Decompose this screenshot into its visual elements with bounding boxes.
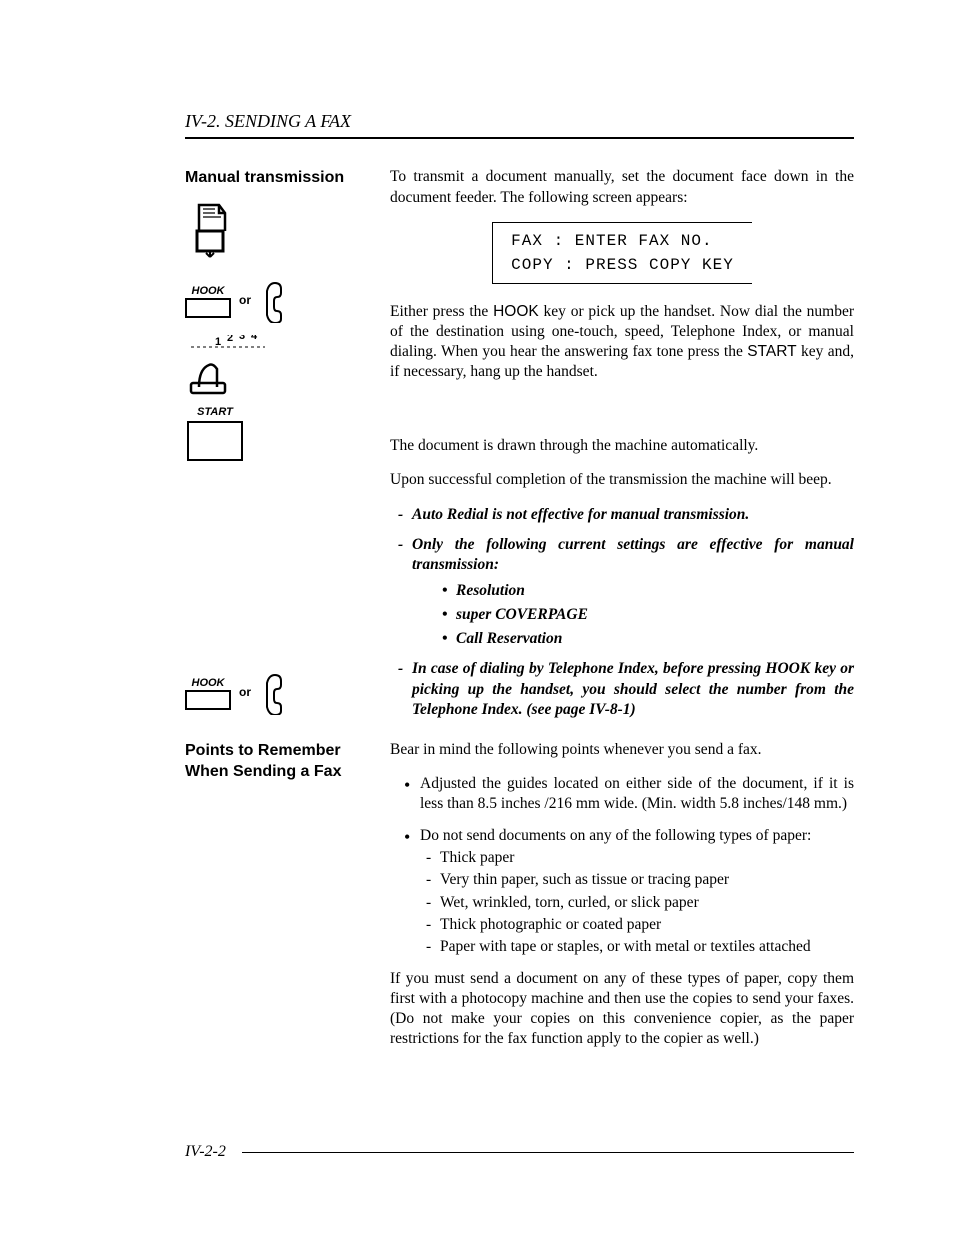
hook-label: HOOK [185,284,231,298]
point-paper-types: Do not send documents on any of the foll… [404,826,854,957]
paragraph-beep: Upon successful completion of the transm… [390,470,854,490]
intro-paragraph: To transmit a document manually, set the… [390,167,854,207]
paper-tape: Paper with tape or staples, or with meta… [426,937,854,957]
paper-thick: Thick paper [426,848,854,868]
paragraph-hook-start: Either press the HOOK key or pick up the… [390,302,854,383]
hook-keyname: HOOK [493,303,539,320]
notes-list: Auto Redial is not effective for manual … [390,505,854,720]
note-telephone-index: In case of dialing by Telephone Index, b… [398,659,854,719]
start-keyname: START [747,343,796,360]
svg-text:3: 3 [239,335,245,342]
paper-photo: Thick photographic or coated paper [426,915,854,935]
lcd-line1: FAX : ENTER FAX NO. [511,229,734,253]
section-points-remember: Points to Remember When Sending a Fax Be… [185,740,854,1064]
lcd-line2: COPY : PRESS COPY KEY [511,253,734,277]
handset-icon [259,279,287,323]
svg-text:4: 4 [251,335,258,342]
page-footer: IV-2-2 [185,1142,854,1163]
paper-wet: Wet, wrinkled, torn, curled, or slick pa… [426,893,854,913]
section-title-manual: Manual transmission [185,167,360,189]
note-auto-redial: Auto Redial is not effective for manual … [398,505,854,525]
point-guides: Adjusted the guides located on either si… [404,774,854,814]
footer-rule [242,1152,854,1153]
page-number: IV-2-2 [185,1142,226,1163]
section-manual-transmission: Manual transmission HOOK or [185,167,854,729]
hook-or-handset-row: HOOK or [185,279,360,323]
note-sub-resolution: Resolution [442,581,854,601]
paper-thin: Very thin paper, such as tissue or traci… [426,870,854,890]
points-intro: Bear in mind the following points whenev… [390,740,854,760]
or-text: or [239,293,251,309]
note-sub-coverpage: super COVERPAGE [442,605,854,625]
closing-paragraph: If you must send a document on any of th… [390,969,854,1050]
point-paper-intro: Do not send documents on any of the foll… [420,827,811,844]
section-title-points: Points to Remember When Sending a Fax [185,740,360,783]
dial-icon: 1 2 3 4 [185,335,360,395]
start-key-icon [187,421,243,461]
lcd-display: FAX : ENTER FAX NO. COPY : PRESS COPY KE… [492,222,752,284]
hook-key-icon [185,298,231,318]
svg-text:1: 1 [215,336,221,348]
handset-icon-2 [259,671,287,715]
document-feeder-icon [185,199,360,259]
svg-text:2: 2 [227,335,233,344]
start-label: START [185,405,245,419]
hook-key-icon-2 [185,690,231,710]
points-list: Adjusted the guides located on either si… [390,774,854,957]
note-sub-callres: Call Reservation [442,629,854,649]
page-header: IV-2. SENDING A FAX [185,110,854,139]
paragraph-drawn: The document is drawn through the machin… [390,436,854,456]
start-key-block: START [185,405,245,461]
note-settings: Only the following current settings are … [398,535,854,650]
hook-or-handset-row-2: HOOK or [185,671,360,715]
note-settings-text: Only the following current settings are … [412,536,854,573]
or-text-2: or [239,685,251,701]
p2-pre: Either press the [390,303,493,320]
hook-label-2: HOOK [185,676,231,690]
